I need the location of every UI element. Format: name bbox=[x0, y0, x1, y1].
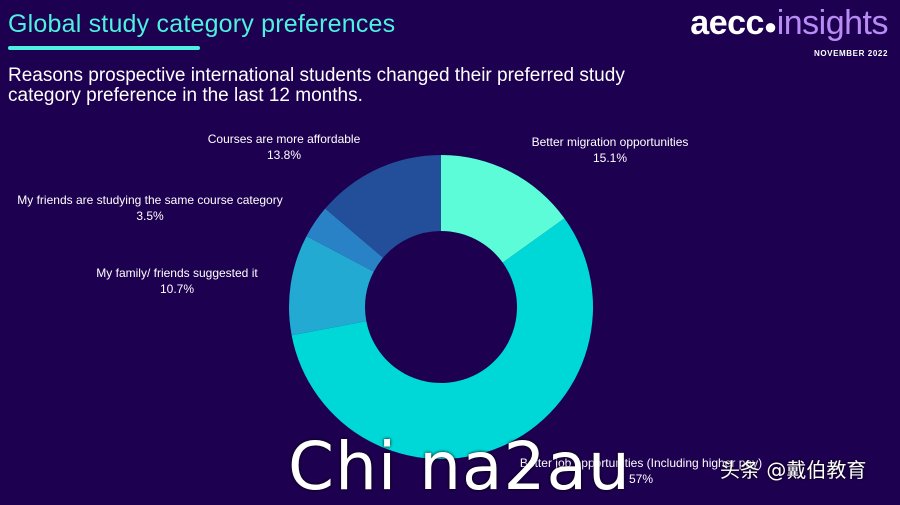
donut-slice bbox=[289, 236, 374, 336]
brand-logo: aecc●insights bbox=[690, 4, 888, 43]
slice-value-label: 10.7% bbox=[160, 282, 194, 296]
donut-slice bbox=[441, 155, 565, 263]
slice-label: Courses are more affordable bbox=[208, 132, 361, 146]
slice-label: My family/ friends suggested it bbox=[96, 266, 258, 280]
donut-slice bbox=[306, 208, 384, 272]
slice-label: My friends are studying the same course … bbox=[17, 193, 282, 207]
page-title: Global study category preferences bbox=[8, 10, 396, 38]
slice-label: Better job opportunities (Including high… bbox=[520, 456, 762, 470]
logo-product: insights bbox=[776, 4, 889, 42]
title-underline bbox=[8, 46, 200, 50]
report-date: NOVEMBER 2022 bbox=[813, 49, 888, 58]
watermark-text: Chi na2au bbox=[288, 428, 631, 505]
chart-subtitle: Reasons prospective international studen… bbox=[8, 65, 625, 106]
slice-value-label: 15.1% bbox=[593, 151, 627, 165]
slice-value-label: 13.8% bbox=[267, 148, 301, 162]
slice-value-label: 57% bbox=[629, 472, 653, 486]
slice-value-label: 3.5% bbox=[136, 209, 164, 223]
logo-brand: aecc bbox=[690, 4, 764, 42]
donut-slice bbox=[325, 155, 441, 258]
logo-dot: ● bbox=[763, 14, 777, 39]
source-tag: 头条 @戴伯教育 bbox=[720, 458, 867, 482]
slice-label: Better migration opportunities bbox=[532, 135, 689, 149]
donut-slice bbox=[291, 218, 593, 459]
